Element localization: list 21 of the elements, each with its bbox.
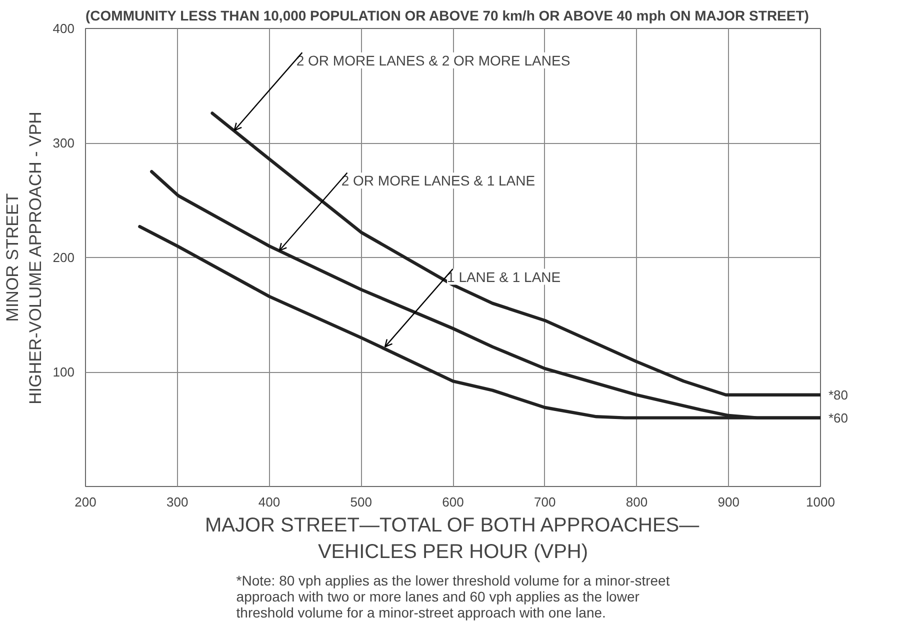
annotation: *80 xyxy=(828,387,848,402)
y-tick-label: 400 xyxy=(52,21,75,36)
y-axis-title: MINOR STREET HIGHER-VOLUME APPROACH - VPH xyxy=(3,112,45,404)
x-tick-label: 700 xyxy=(534,494,556,510)
x-tick-label: 300 xyxy=(166,494,188,510)
x-tick-label: 1000 xyxy=(806,494,835,510)
y-tick-label: 200 xyxy=(52,250,75,265)
annotation: *60 xyxy=(828,410,848,426)
x-axis-title: MAJOR STREET—TOTAL OF BOTH APPROACHES— VEHICLES PER HOUR (VPH) xyxy=(205,514,700,563)
annotation: 1 LANE & 1 LANE xyxy=(447,268,561,285)
x-tick-label: 600 xyxy=(442,494,464,510)
chart-title: (COMMUNITY LESS THAN 10,000 POPULATION OR ABOVE 70 km/h OR ABOVE 40 mph ON MAJOR STREET) xyxy=(86,8,809,24)
x-tick-label: 900 xyxy=(718,494,740,510)
x-tick-label: 500 xyxy=(350,494,372,510)
line-series xyxy=(210,112,820,396)
text: *Note: 80 vph applies as the lower threshold volume for a minor-street approach with two or more lanes and 60 vph applies as the lower threshold volume for a minor-street approach with one lane. xyxy=(236,572,670,620)
x-tick-label: 200 xyxy=(74,494,96,510)
x-tick-label: 400 xyxy=(258,494,280,510)
y-tick-label: 300 xyxy=(52,136,75,150)
y-tick-label: 100 xyxy=(52,364,75,380)
x-tick-label: 800 xyxy=(626,494,648,510)
